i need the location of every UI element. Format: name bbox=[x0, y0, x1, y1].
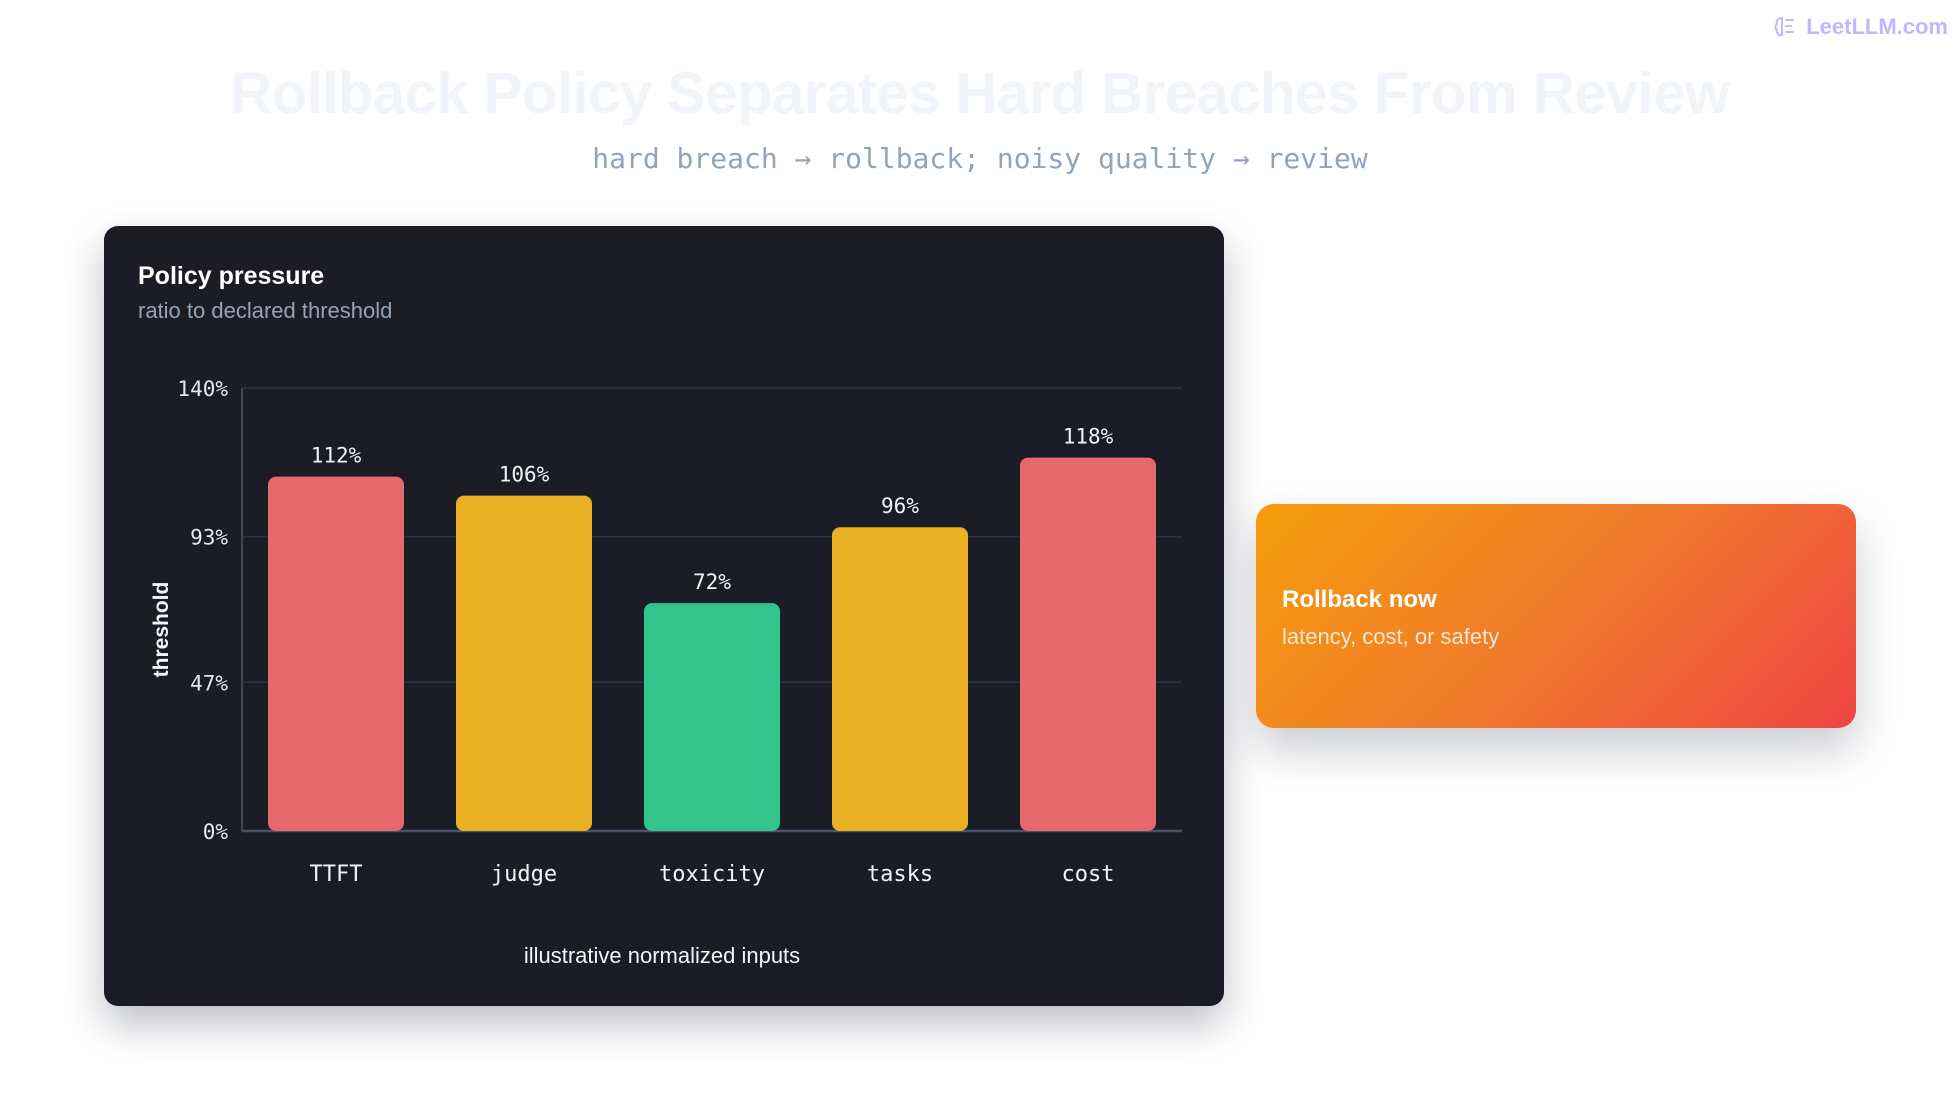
callout-title: Rollback now bbox=[1282, 586, 1437, 613]
y-tick-label: 47% bbox=[190, 671, 228, 695]
x-tick-label: tasks bbox=[867, 862, 933, 887]
bar-ttft bbox=[268, 476, 404, 831]
bar-chart: 0% 47% 93% 140% 112% TTFT 106% judge 72% toxicity… bbox=[150, 377, 1182, 968]
y-tick-label: 93% bbox=[190, 526, 228, 550]
x-tick-label: judge bbox=[491, 862, 557, 887]
x-tick-label: TTFT bbox=[310, 862, 363, 887]
bar-toxicity bbox=[644, 603, 780, 831]
y-tick-label: 140% bbox=[177, 377, 228, 401]
bar-value-label: 112% bbox=[311, 444, 362, 468]
brain-icon bbox=[1774, 16, 1795, 37]
bar-value-label: 72% bbox=[693, 570, 731, 594]
callout-subtitle: latency, cost, or safety bbox=[1282, 624, 1500, 649]
chart-title: Policy pressure bbox=[138, 262, 325, 290]
y-axis-title: threshold bbox=[150, 582, 173, 678]
bar-judge bbox=[456, 495, 592, 831]
bar-cost bbox=[1020, 457, 1156, 831]
bar-value-label: 96% bbox=[881, 494, 919, 518]
y-tick-label: 0% bbox=[203, 820, 229, 844]
chart-card: Policy pressure ratio to declared thresh… bbox=[104, 226, 1224, 1006]
brand-name: LeetLLM.com bbox=[1806, 14, 1948, 39]
page-title: Rollback Policy Separates Hard Breaches … bbox=[230, 61, 1730, 126]
rollback-callout-card: Rollback now latency, cost, or safety bbox=[1256, 504, 1856, 728]
bar-value-label: 106% bbox=[499, 463, 550, 487]
bar-tasks bbox=[832, 527, 968, 831]
chart-subtitle: ratio to declared threshold bbox=[138, 298, 393, 323]
page-subtitle: hard breach → rollback; noisy quality → … bbox=[592, 142, 1368, 175]
brand-logo: LeetLLM.com bbox=[1772, 14, 1948, 40]
bar-value-label: 118% bbox=[1063, 425, 1114, 449]
x-tick-label: toxicity bbox=[659, 862, 765, 887]
x-tick-label: cost bbox=[1062, 862, 1115, 887]
x-axis-title: illustrative normalized inputs bbox=[524, 943, 800, 968]
